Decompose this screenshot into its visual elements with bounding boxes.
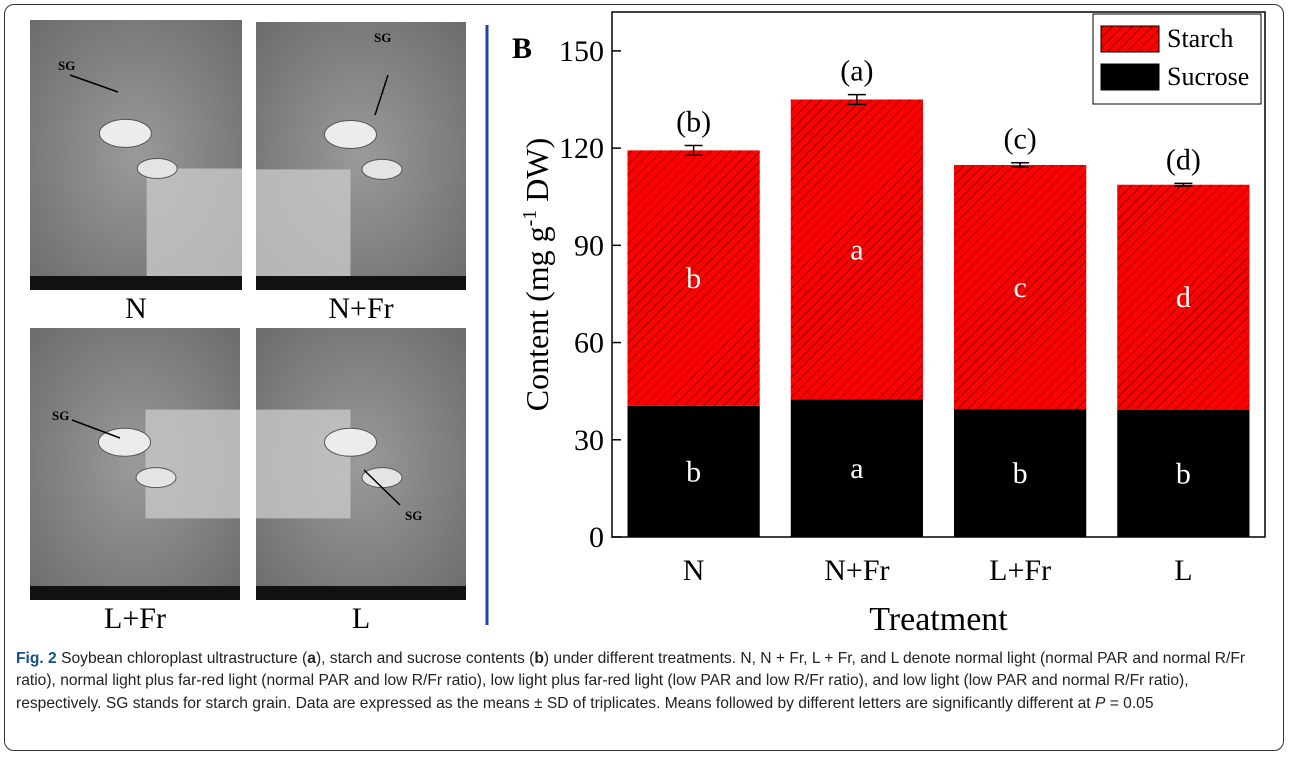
caption-text: P <box>1094 694 1106 712</box>
arrow <box>69 74 119 93</box>
starch-grain <box>135 467 177 489</box>
y-axis-label-part: -1 <box>519 210 541 227</box>
micrograph-background <box>256 409 351 519</box>
bar-segment <box>954 164 1087 409</box>
x-tick-label: N+Fr <box>824 554 889 587</box>
scale-strip <box>256 276 466 290</box>
y-tick-label: 0 <box>589 521 604 554</box>
error-bar <box>847 93 866 106</box>
bar-segment <box>954 408 1087 537</box>
bar-segment <box>627 150 760 406</box>
image-label: L <box>352 602 370 635</box>
arrow <box>71 419 121 439</box>
starch-grain <box>98 118 152 148</box>
legend-label: Sucrose <box>1167 62 1249 91</box>
caption-text: a <box>307 650 316 667</box>
scale-strip <box>30 276 242 290</box>
bar-letter: a <box>850 452 863 485</box>
bar-letter: c <box>1013 271 1026 304</box>
bar-letter: b <box>1013 457 1028 490</box>
legend-swatch <box>1100 25 1160 53</box>
y-tick-label: 60 <box>574 327 604 360</box>
bar-segment <box>790 99 923 400</box>
caption-label: Fig. 2 <box>16 650 57 667</box>
error-bar <box>1011 161 1030 168</box>
x-axis-label: Treatment <box>869 601 1008 638</box>
y-axis-label-part: Content (mg g <box>519 226 555 411</box>
micrographs: SG N SG N+Fr SG L+Fr SG L <box>30 20 466 635</box>
scale-strip <box>30 586 240 600</box>
bar-segment <box>790 399 923 537</box>
micrograph-background <box>146 168 242 277</box>
plot-frame <box>611 11 1266 538</box>
image-label: N+Fr <box>328 292 393 325</box>
image-label: N <box>125 292 147 325</box>
x-tick-label: L+Fr <box>989 554 1051 587</box>
bar-segment <box>1117 184 1250 410</box>
starch-grain <box>361 467 403 489</box>
group-letter: (d) <box>1166 143 1201 176</box>
caption-text: ) under different treatments. N, N + Fr,… <box>16 650 1246 712</box>
bar-segment <box>1117 409 1250 537</box>
image-label: L+Fr <box>104 602 166 635</box>
annotation: SG <box>405 508 422 523</box>
starch-grain <box>324 427 377 457</box>
caption-text: = 0.05 <box>1105 694 1154 712</box>
bar-letter: b <box>686 262 701 295</box>
panel-label: B <box>512 32 532 65</box>
micrograph-background <box>256 169 351 277</box>
group-letter: (c) <box>1003 123 1036 156</box>
x-tick-label: L <box>1174 554 1192 587</box>
caption: Fig. 2 Soybean chloroplast ultrastructur… <box>16 648 1278 715</box>
starch-grain <box>136 158 178 179</box>
chart: B 0 30 60 90 120 150 Content (mg g-1 DW) Treatme… <box>512 11 1266 638</box>
bar-letter: b <box>1176 457 1191 490</box>
legend-swatch <box>1100 63 1160 91</box>
annotation: SG <box>52 408 69 423</box>
y-tick-label: 150 <box>559 35 604 68</box>
arrow <box>363 469 401 506</box>
caption-text: b <box>534 650 544 667</box>
legend-label: Starch <box>1167 24 1233 53</box>
y-tick-label: 90 <box>574 229 604 262</box>
caption-text: ), starch and sucrose contents ( <box>315 650 535 667</box>
group-letter: (a) <box>840 55 873 88</box>
x-tick-label: N <box>683 554 705 587</box>
group-letter: (b) <box>676 106 711 139</box>
bar-segment <box>627 405 760 537</box>
scale-strip <box>256 586 466 600</box>
y-tick-label: 120 <box>559 132 604 165</box>
micrograph-background <box>145 409 240 519</box>
starch-grain <box>324 120 377 150</box>
y-tick-label: 30 <box>574 424 604 457</box>
bar-letter: a <box>850 233 863 266</box>
figure-frame <box>4 4 1284 751</box>
annotation: SG <box>58 58 75 73</box>
y-axis-label-part: DW) <box>519 138 555 210</box>
caption-text: Soybean chloroplast ultrastructure ( <box>61 650 308 667</box>
starch-grain <box>361 158 403 180</box>
arrow <box>374 74 389 116</box>
error-bar <box>684 144 703 156</box>
bar-letter: b <box>686 455 701 488</box>
error-bar <box>1174 182 1193 187</box>
annotation: SG <box>374 30 391 45</box>
y-axis-label: Content (mg g-1 DW) <box>519 138 555 412</box>
bar-letter: d <box>1176 281 1191 314</box>
